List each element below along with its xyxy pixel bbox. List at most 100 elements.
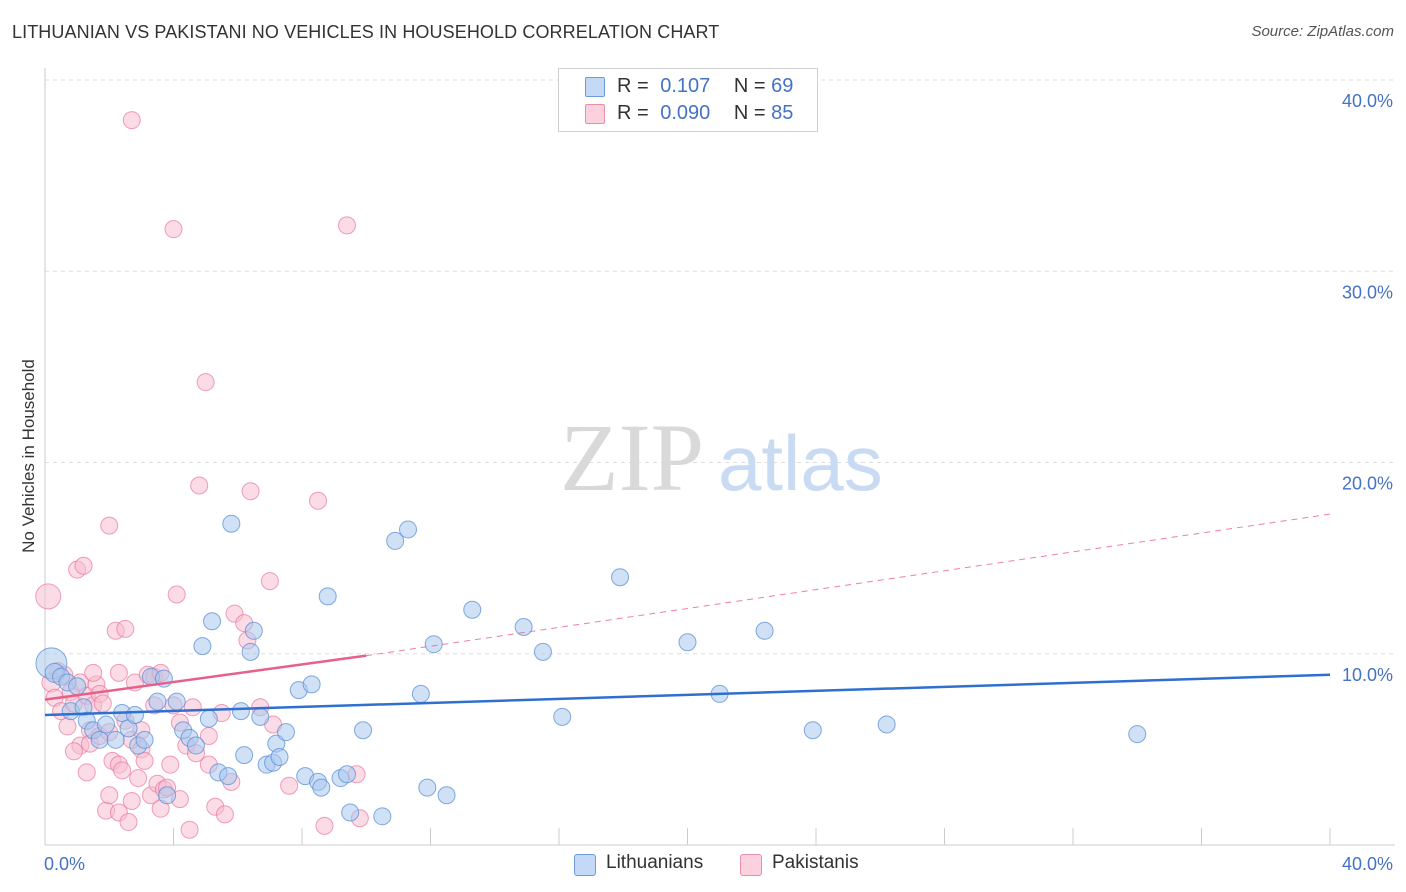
pakistanis-point (161, 755, 180, 774)
pakistanis-point (280, 776, 299, 795)
pakistanis-point (100, 516, 119, 535)
pakistanis-point (180, 820, 199, 839)
pakistanis-point (100, 786, 119, 805)
pakistanis-point (167, 585, 186, 604)
lithuanians-point (148, 692, 167, 711)
watermark-atlas: atlas (718, 419, 883, 507)
lithuanians-point (302, 675, 321, 694)
lithuanians-point (90, 730, 109, 749)
pakistanis-trend-extension (366, 513, 1331, 657)
lithuanians-point (241, 642, 260, 661)
lithuanians-point (222, 514, 241, 533)
lithuanians-point (399, 520, 418, 539)
pakistanis-point (77, 763, 96, 782)
legend-n-value: 69 (771, 75, 794, 97)
legend-r-value: 0.107 (660, 75, 711, 97)
pakistanis-point (122, 111, 141, 130)
pakistanis-point (109, 663, 128, 682)
legend-n-label: N = (733, 75, 766, 97)
y-tick-label: 10.0% (1342, 665, 1393, 685)
lithuanians-point (341, 803, 360, 822)
pakistanis-point (196, 373, 215, 392)
pakistanis-point (241, 482, 260, 501)
pakistanis-point (119, 813, 138, 832)
pakistanis-point (58, 717, 77, 736)
pakistanis-point (129, 769, 148, 788)
pakistanis-point (190, 476, 209, 495)
legend-n-value: 85 (771, 102, 794, 124)
legend-n-label: N = (733, 102, 766, 124)
source-label: Source: ZipAtlas.com (1251, 23, 1394, 40)
lithuanians-points (35, 514, 1147, 826)
pakistanis-point (260, 572, 279, 591)
bottom-legend-label: Lithuanians (606, 852, 704, 873)
legend-swatch-blue (585, 77, 605, 97)
lithuanians-point (68, 677, 87, 696)
lithuanians-point (463, 600, 482, 619)
lithuanians-point (193, 637, 212, 656)
lithuanians-point (418, 778, 437, 797)
pakistanis-point (93, 694, 112, 713)
lithuanians-point (386, 531, 405, 550)
y-tick-label: 30.0% (1342, 282, 1393, 302)
lithuanians-point (1128, 725, 1147, 744)
trend-lines (44, 513, 1331, 717)
lithuanians-point (199, 709, 218, 728)
lithuanians-point (235, 746, 254, 765)
lithuanians-point (276, 723, 295, 742)
lithuanians-point (231, 702, 250, 721)
pakistanis-point (337, 216, 356, 235)
y-tick-label: 20.0% (1342, 474, 1393, 494)
pakistanis-point (215, 805, 234, 824)
legend-swatch-pink (585, 104, 605, 124)
lithuanians-point (158, 786, 177, 805)
lithuanians-point (219, 767, 238, 786)
lithuanians-point (244, 621, 263, 640)
pakistanis-point (315, 816, 334, 835)
tick-labels: 10.0% 20.0% 30.0% 40.0% 0.0% 40.0% (44, 91, 1393, 874)
lithuanians-point (514, 617, 533, 636)
lithuanians-point (373, 807, 392, 826)
pakistanis-point (64, 742, 83, 761)
lithuanians-point (678, 633, 697, 652)
lithuanians-point (125, 705, 144, 724)
lithuanians-point (437, 786, 456, 805)
lithuanians-point (186, 736, 205, 755)
bottom-legend-label: Pakistanis (772, 852, 859, 873)
lithuanians-point (167, 692, 186, 711)
x-tick-label: 0.0% (44, 854, 85, 874)
pakistanis-point (135, 751, 154, 770)
lithuanians-point (424, 635, 443, 654)
pakistanis-point (183, 698, 202, 717)
lithuanians-point (97, 715, 116, 734)
bottom-legend-swatch-pink (740, 854, 762, 876)
lithuanians-point (251, 707, 270, 726)
x-tick-label: 40.0% (1342, 854, 1393, 874)
lithuanians-trend-line (44, 673, 1331, 717)
lithuanians-point (318, 587, 337, 606)
legend-r-label: R = (617, 75, 649, 97)
lithuanians-point (803, 721, 822, 740)
legend-r-value: 0.090 (660, 102, 711, 124)
lithuanians-point (877, 715, 896, 734)
y-axis-label: No Vehicles in Household (19, 359, 38, 553)
correlation-legend: R = 0.107 N = 69 R = 0.090 N = 85 (558, 68, 818, 132)
lithuanians-point (203, 612, 222, 631)
lithuanians-point (411, 684, 430, 703)
pakistanis-point (309, 491, 328, 510)
watermark-zip: ZIP (560, 404, 704, 511)
pakistanis-point (113, 761, 132, 780)
lithuanians-point (553, 707, 572, 726)
bottom-legend-swatch-blue (574, 854, 596, 876)
lithuanians-point (270, 748, 289, 767)
lithuanians-point (337, 765, 356, 784)
pakistanis-point (74, 556, 93, 575)
y-tick-label: 40.0% (1342, 91, 1393, 111)
grid-layer (45, 79, 1395, 655)
lithuanians-point (312, 778, 331, 797)
lithuanians-point (611, 568, 630, 587)
pakistanis-point (122, 792, 141, 811)
legend-r-label: R = (617, 102, 649, 124)
pakistanis-trend-line (44, 654, 367, 701)
